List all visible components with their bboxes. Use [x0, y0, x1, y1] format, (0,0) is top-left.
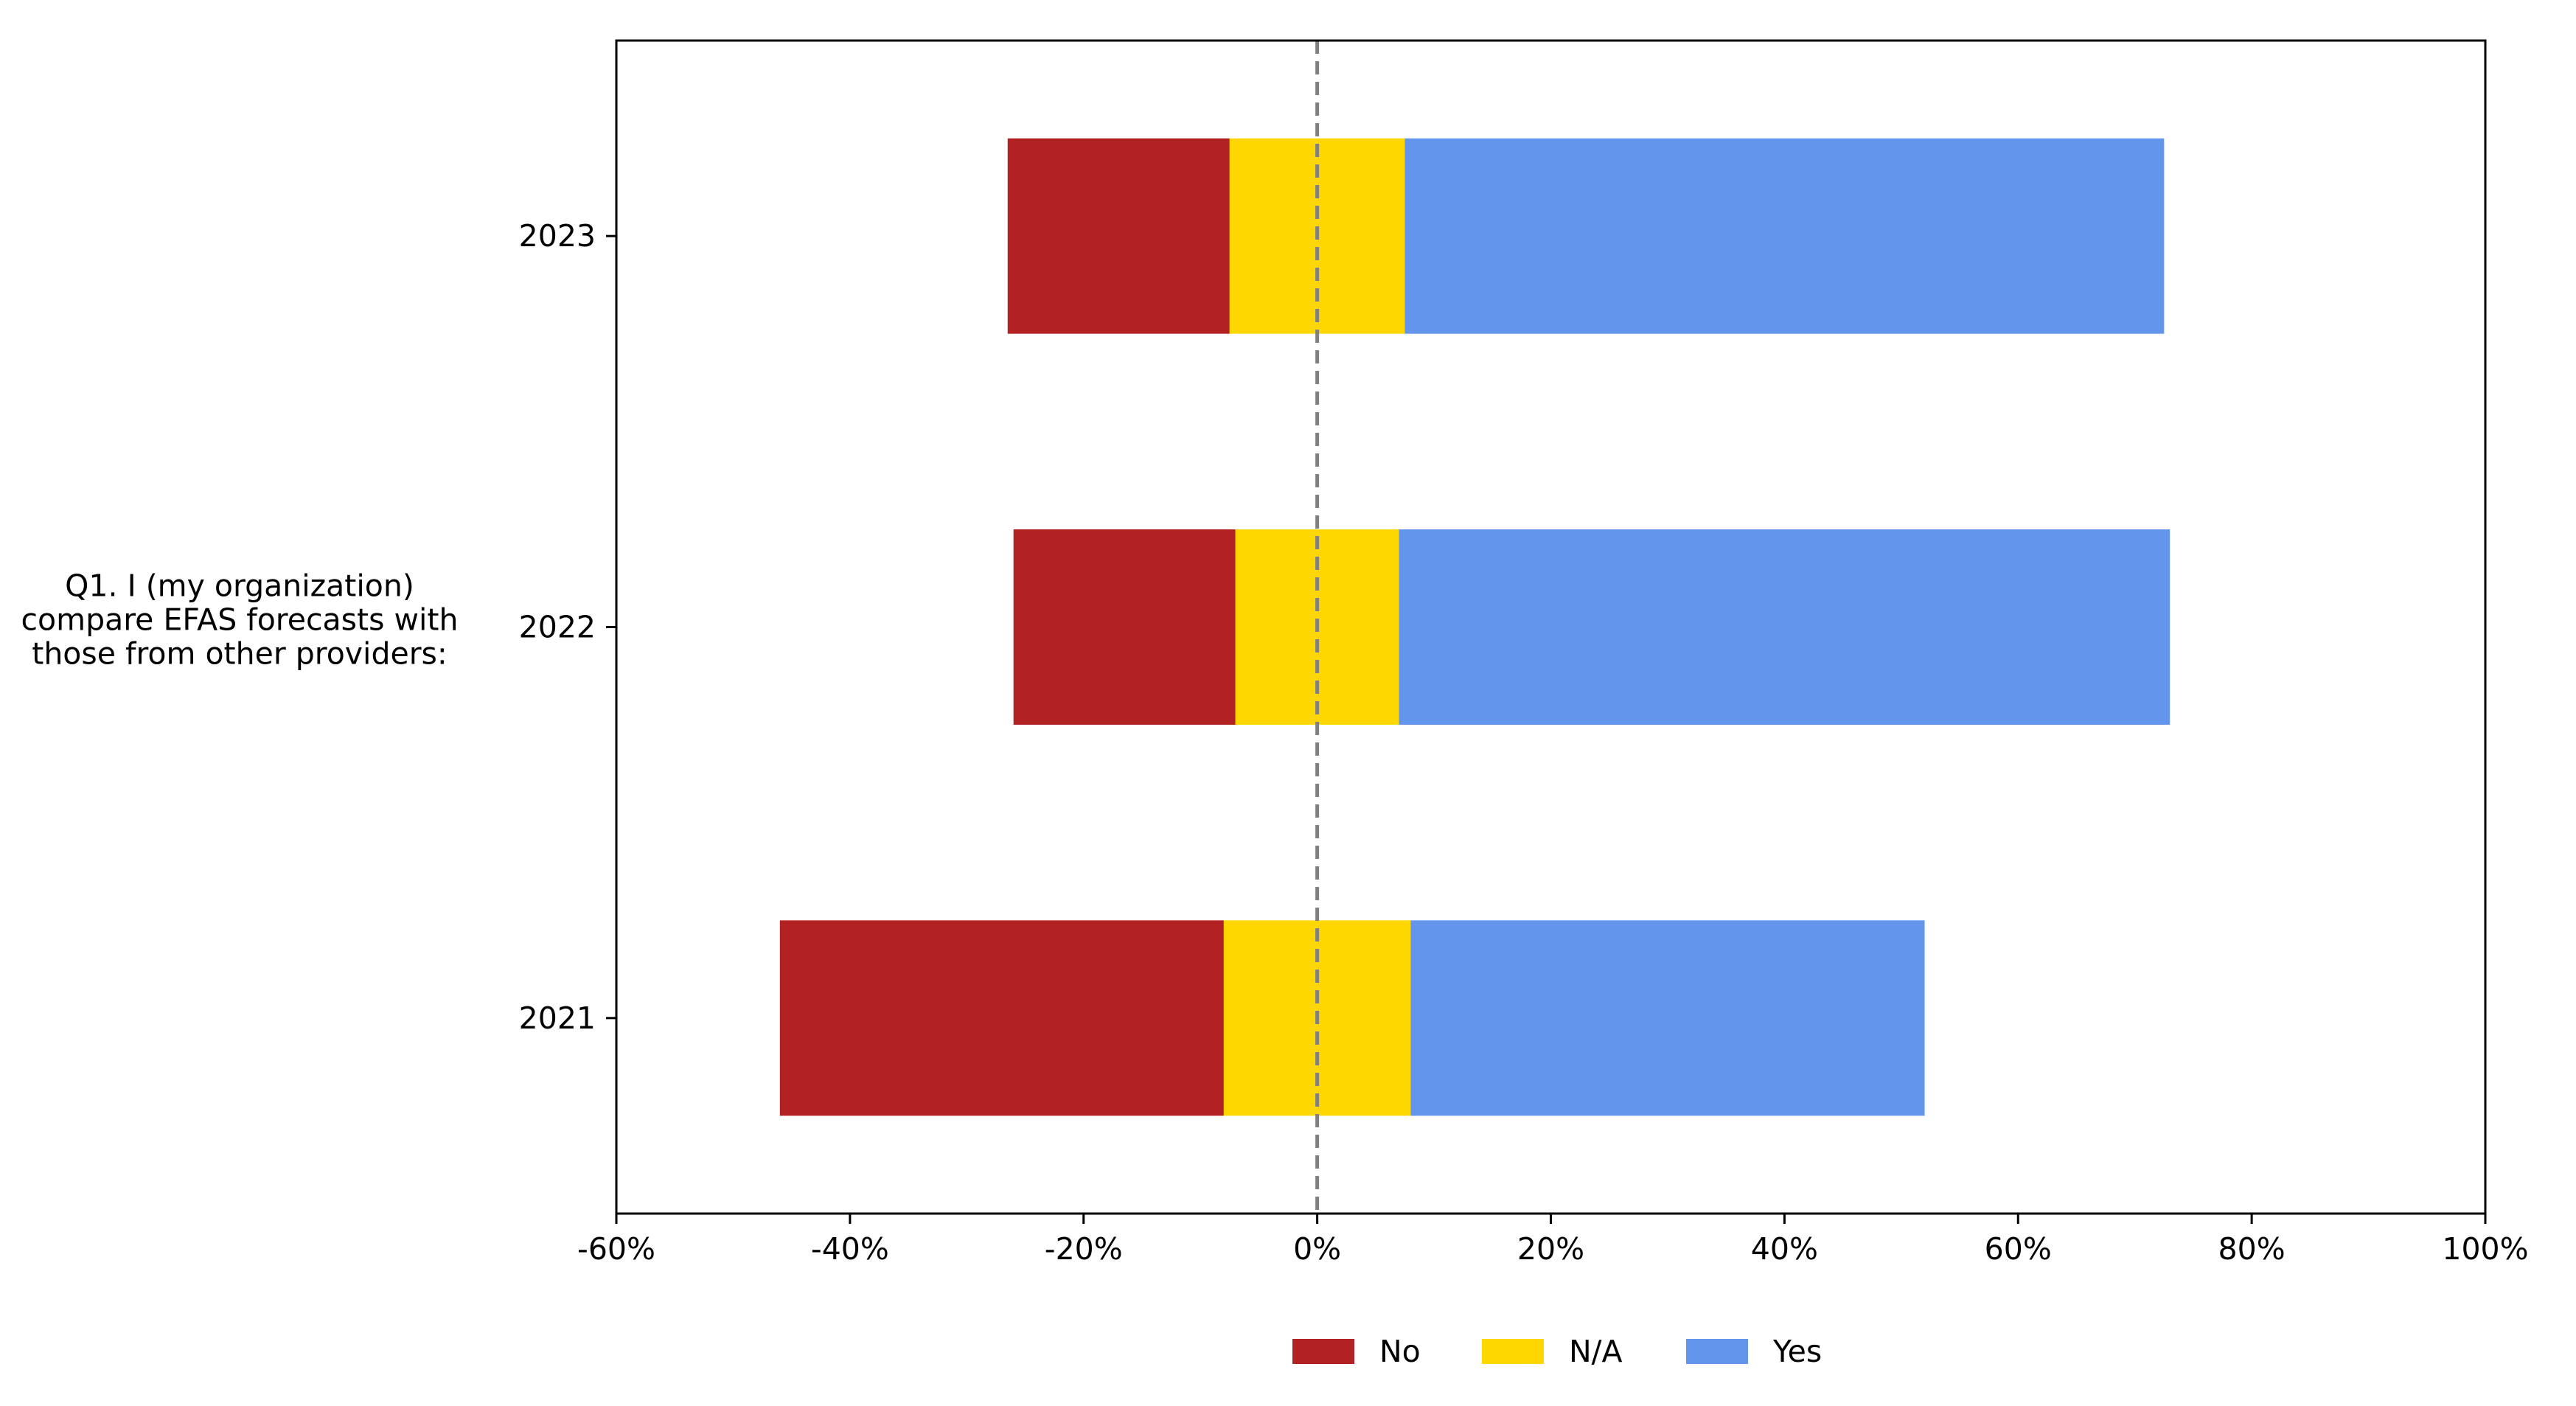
question-label: Q1. I (my organization)compare EFAS fore… [21, 568, 459, 672]
bar-yes-2023 [1404, 138, 2165, 334]
question-label-line: compare EFAS forecasts with [21, 602, 459, 638]
x-tick-label: 80% [2218, 1231, 2286, 1267]
axes-layer: -60% -40% -20% 0% 20% 40% 60% 80% 100% 2023 2022 20… [519, 39, 2529, 1267]
x-tick-label: -40% [811, 1231, 889, 1267]
x-tick-label: -60% [577, 1231, 655, 1267]
legend-label-yes: Yes [1772, 1334, 1822, 1369]
x-tick-label: 60% [1985, 1231, 2052, 1267]
x-tick-label: -20% [1045, 1231, 1123, 1267]
legend-label-no: No [1379, 1334, 1421, 1369]
legend-label-na: N/A [1569, 1334, 1623, 1369]
legend-swatch-no [1292, 1339, 1354, 1364]
bars-layer [779, 138, 2171, 1116]
question-label-line: Q1. I (my organization) [65, 568, 414, 604]
legend-swatch-na [1482, 1339, 1544, 1364]
bar-no-2021 [779, 920, 1224, 1116]
x-tick-label: 40% [1751, 1231, 1818, 1267]
bar-yes-2021 [1410, 920, 1925, 1116]
legend: No N/A Yes [1292, 1334, 1822, 1369]
y-tick-label: 2022 [519, 610, 596, 645]
bar-yes-2022 [1399, 529, 2171, 725]
legend-swatch-yes [1686, 1339, 1748, 1364]
question-label-line: those from other providers: [32, 636, 447, 672]
x-tick-label: 20% [1517, 1231, 1584, 1267]
y-tick-label: 2023 [519, 218, 596, 254]
bar-no-2023 [1007, 138, 1230, 334]
x-tick-label: 0% [1293, 1231, 1341, 1267]
x-tick-label: 100% [2442, 1231, 2528, 1267]
y-tick-label: 2021 [519, 1000, 596, 1036]
bar-no-2022 [1013, 529, 1236, 725]
